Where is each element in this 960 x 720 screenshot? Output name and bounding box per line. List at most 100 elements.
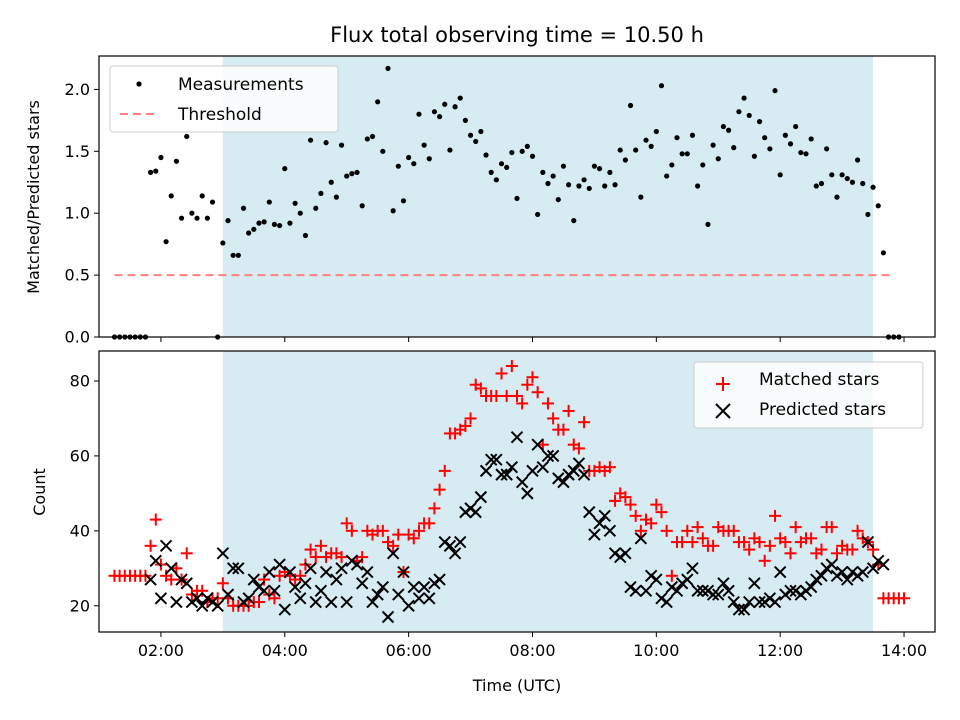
predicted-star-point [226,562,240,575]
predicted-star-point [784,584,797,597]
matched-star-point [433,483,446,496]
predicted-star-point [825,558,838,571]
measurement-point [509,149,515,156]
predicted-star-point [484,453,498,466]
predicted-star-point [866,562,880,575]
predicted-star-point [660,595,673,609]
predicted-star-point [670,584,684,597]
measurement-point [246,230,252,236]
measurement-point [818,180,825,187]
measurement-point [736,109,742,115]
measurement-point [684,151,690,157]
measurement-point [824,146,830,152]
bottom-y-axis-label: Count [30,468,49,516]
measurement-point [338,142,345,148]
measurement-point [411,161,417,167]
measurement-point [596,166,603,172]
measurement-point [566,182,572,188]
predicted-star-point [629,584,642,597]
measurement-point [442,101,448,107]
predicted-star-point [877,558,890,571]
predicted-star-point [366,595,379,609]
predicted-star-point [722,584,735,597]
measurement-point [307,137,314,143]
measurement-point [297,210,303,216]
predicted-star-point [443,539,457,553]
measurement-point [535,211,541,218]
measurement-point [483,152,489,158]
chart-title: Flux total observing time = 10.50 h [330,23,704,47]
measurement-point [364,136,370,142]
measurement-point [798,149,804,156]
predicted-star-point [448,547,462,560]
measurement-point [277,222,283,229]
measurement-point [524,143,530,149]
predicted-star-point [288,580,302,594]
predicted-star-point [505,460,519,474]
predicted-star-point [273,558,286,571]
matched-star-point [335,551,348,564]
measurement-point [333,194,339,200]
predicted-star-point [686,562,699,575]
predicted-star-point [381,610,395,624]
top-x-ticks [160,337,905,342]
predicted-star-point [536,460,550,474]
matched-star-point [830,547,843,560]
measurement-point [669,162,675,168]
predicted-star-point [319,565,333,579]
matched-star-point [686,536,699,549]
x-tick-label: 06:00 [386,641,432,660]
matched-star-point [165,573,178,586]
measurement-point [282,166,288,172]
predicted-star-point [696,584,709,597]
predicted-star-point [170,595,183,609]
measurement-point [777,172,783,178]
matched-star-point [815,543,828,556]
predicted-star-point [278,603,291,616]
predicted-star-point [567,464,580,478]
matched-star-point [784,547,797,560]
measurement-point [880,250,886,256]
measurement-point [168,193,174,199]
predicted-star-point [335,562,348,575]
measurement-point [586,185,592,192]
measurement-point [576,183,582,189]
measurement-point [354,169,360,175]
bottom-x-axis: 02:00 04:00 06:00 08:00 10:00 12:00 14:00 [138,632,927,660]
matched-star-point [619,491,632,504]
matched-star-point [557,423,570,436]
measurement-point [829,172,835,178]
matched-star-point [769,509,782,522]
predicted-star-point [495,468,508,481]
measurement-point [349,170,355,177]
predicted-star-point [737,603,751,616]
matched-star-point [609,494,622,507]
predicted-star-point [490,453,503,466]
measurement-point [741,95,747,101]
measurement-point [813,183,819,189]
measurement-point [390,208,396,214]
predicted-star-point [417,580,431,594]
matched-star-point [356,551,369,564]
matched-star-point [629,509,642,522]
matched-star-point [340,517,353,530]
measurement-point [240,205,247,211]
predicted-star-point [469,505,482,519]
measurement-point [235,252,241,258]
matched-star-point [805,532,818,545]
predicted-star-point [304,562,317,575]
predicted-star-point [196,599,209,612]
predicted-star-point [593,517,606,530]
matched-star-point [681,524,694,537]
matched-star-point [743,543,756,556]
measurement-point [375,99,381,105]
predicted-star-point [748,577,761,590]
measurement-point [313,205,319,211]
measurement-point [658,83,665,89]
measurement-point [751,153,757,159]
x-tick-label: 10:00 [633,641,679,660]
top-plot-frame [98,55,936,338]
measurement-point [148,169,154,175]
matched-star-point [521,378,534,391]
x-tick-label: 14:00 [881,641,927,660]
